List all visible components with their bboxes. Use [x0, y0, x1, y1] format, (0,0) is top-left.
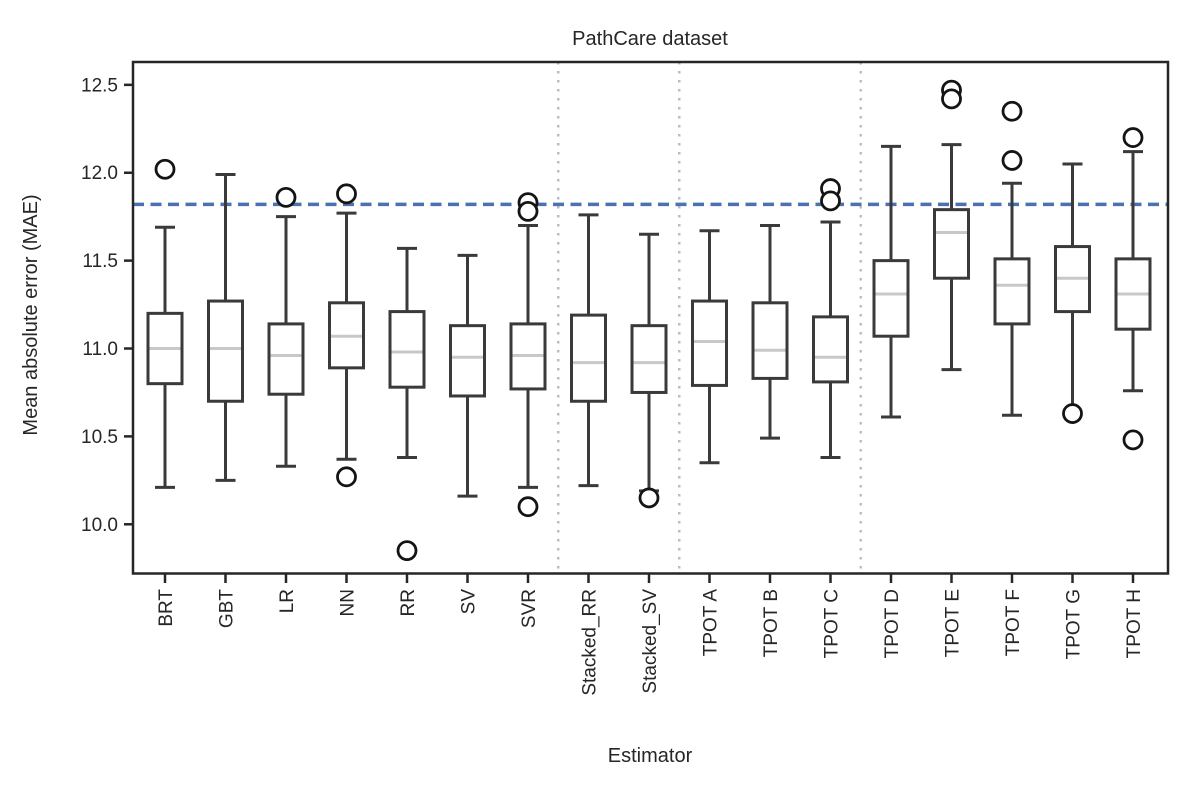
x-tick-label: Stacked_RR	[580, 589, 601, 696]
box-tpot-a	[691, 229, 728, 465]
box-svr	[509, 192, 547, 518]
outlier-marker	[336, 466, 357, 488]
chart-title: PathCare dataset	[572, 28, 728, 50]
box-rr	[388, 246, 426, 562]
outlier-marker	[396, 540, 418, 562]
iqr-box	[872, 259, 910, 338]
box-tpot-g	[1054, 162, 1091, 424]
iqr-box	[267, 322, 305, 396]
x-tick-label: TPOT B	[761, 589, 782, 657]
x-tick-label: GBT	[217, 589, 238, 628]
iqr-box	[630, 324, 668, 394]
outlier-marker	[638, 487, 660, 509]
box-tpot-f	[993, 100, 1031, 417]
box-brt	[146, 158, 184, 489]
y-tick-label: 11.0	[82, 339, 118, 360]
outlier-marker	[154, 158, 176, 180]
plot-area: 10.0 10.5 11.0 11.5 12.0 12.5 BRT GBT LR NN RR SV SV…	[81, 60, 1170, 696]
x-tick-label: TPOT H	[1124, 589, 1145, 658]
plot-frame	[131, 60, 1170, 575]
outlier-marker	[941, 88, 962, 110]
x-tick-label: TPOT F	[1003, 589, 1024, 656]
iqr-box	[570, 313, 607, 403]
outlier-marker	[336, 183, 357, 205]
iqr-box	[993, 257, 1031, 326]
box-stacked-sv	[630, 232, 668, 509]
box-tpot-h	[1114, 127, 1152, 451]
iqr-box	[751, 301, 789, 380]
box-lr	[267, 186, 305, 468]
x-tick-label: TPOT A	[701, 589, 722, 657]
y-tick-label: 11.5	[82, 251, 118, 272]
box-tpot-b	[751, 223, 789, 440]
x-tick-label: Stacked_SV	[640, 589, 661, 694]
x-tick-label: TPOT D	[882, 589, 903, 658]
y-tick-label: 10.0	[81, 515, 118, 536]
x-tick-label: BRT	[156, 589, 177, 627]
x-tick-label: LR	[277, 589, 298, 613]
outlier-marker	[1122, 127, 1144, 148]
outlier-marker	[1001, 100, 1023, 122]
iqr-box	[812, 315, 849, 384]
x-tick-label: SVR	[519, 589, 540, 628]
x-tick-label: SV	[459, 589, 480, 615]
x-tick-label: RR	[398, 589, 419, 616]
x-tick-label: TPOT C	[822, 589, 843, 658]
outlier-marker	[517, 201, 539, 222]
box-sv	[449, 253, 486, 498]
iqr-box	[388, 310, 426, 389]
outlier-marker	[1122, 429, 1144, 451]
iqr-box	[207, 299, 244, 403]
y-axis-label: Mean absolute error (MAE)	[20, 194, 42, 435]
x-tick-label: NN	[338, 589, 359, 616]
outlier-marker	[1001, 150, 1023, 171]
outlier-marker	[820, 190, 841, 212]
iqr-box	[933, 208, 970, 280]
y-tick-label: 12.5	[81, 75, 118, 96]
box-tpot-d	[872, 144, 910, 419]
outlier-marker	[517, 496, 539, 518]
iqr-box	[449, 324, 486, 398]
y-tick-label: 10.5	[81, 427, 118, 448]
y-tick-label: 12.0	[81, 163, 118, 184]
box-tpot-c	[812, 178, 849, 459]
x-axis-label: Estimator	[608, 745, 693, 767]
x-tick-label: TPOT E	[943, 589, 964, 657]
box-stacked-rr	[570, 213, 607, 488]
box-tpot-e	[933, 79, 970, 372]
box-nn	[328, 183, 365, 488]
box-gbt	[207, 172, 244, 482]
outlier-marker	[1062, 403, 1083, 424]
x-tick-label: TPOT G	[1064, 589, 1085, 659]
outlier-marker	[275, 186, 297, 208]
iqr-box	[691, 299, 728, 387]
